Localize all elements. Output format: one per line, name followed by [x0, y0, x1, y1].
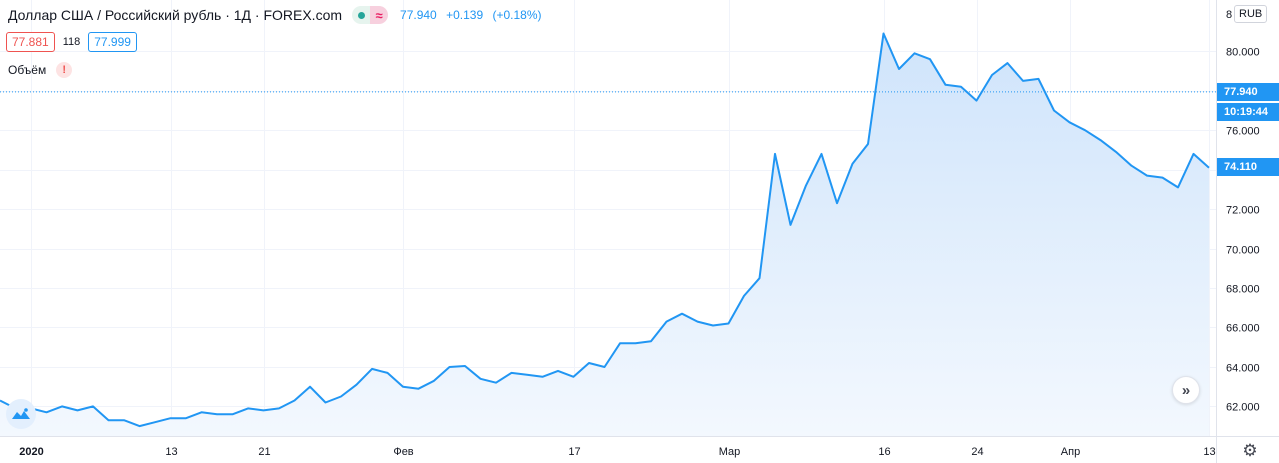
time-axis: 2020 13 21 Фев 17 Мар 16 24 Апр 13: [19, 446, 1215, 458]
symbol-title[interactable]: Доллар США / Российский рубль · 1Д · FOR…: [8, 7, 343, 23]
sell-button[interactable]: 77.881: [6, 32, 55, 52]
alert-icon[interactable]: !: [56, 62, 73, 78]
x-tick-label: 24: [971, 446, 983, 458]
countdown-tag: 10:19:44: [1217, 102, 1279, 121]
y-tick-label: 66.000: [1226, 323, 1260, 335]
y-tick-label: 76.000: [1226, 126, 1260, 138]
y-tick-label: 70.000: [1226, 245, 1260, 257]
price-line: [0, 32, 1210, 428]
legend-header: Доллар США / Российский рубль · 1Д · FOR…: [8, 6, 548, 24]
market-open-dot-icon: [352, 6, 371, 24]
y-tick-label: 80.000: [1226, 47, 1260, 59]
last-price-value: 77.940: [400, 8, 437, 22]
scroll-to-realtime-button[interactable]: »: [1172, 376, 1200, 404]
x-tick-label: 16: [878, 446, 890, 458]
x-tick-label: 13: [165, 446, 177, 458]
x-tick-label: 17: [568, 446, 580, 458]
x-tick-label: 2020: [19, 446, 43, 458]
bid-ask-row: 77.881 118 77.999: [6, 32, 137, 52]
x-tick-label: Фев: [393, 446, 413, 458]
spread-value: 118: [62, 36, 81, 48]
price-axis: 62.00064.00066.00068.00070.00072.00074.0…: [1226, 9, 1260, 414]
approx-wave-icon: ≈: [370, 6, 389, 24]
quote-values: 77.940 +0.139 (+0.18%): [400, 8, 547, 22]
x-tick-label: Апр: [1061, 446, 1080, 458]
volume-row: Объём !: [8, 62, 73, 78]
x-tick-label: Мар: [719, 446, 741, 458]
y-tick-label-partial: 8: [1226, 9, 1232, 21]
currency-button[interactable]: RUB: [1234, 5, 1268, 23]
mountain-logo-icon: [12, 408, 30, 419]
x-tick-label: 21: [258, 446, 270, 458]
price-area-fill: [0, 33, 1209, 436]
market-status[interactable]: ≈: [352, 6, 389, 24]
y-tick-label: 64.000: [1226, 363, 1260, 375]
crosshair-price-tag: 74.110: [1217, 158, 1279, 177]
y-tick-label: 68.000: [1226, 284, 1260, 296]
chart-logo-icon[interactable]: [6, 399, 36, 429]
x-tick-label: 13: [1203, 446, 1215, 458]
change-value: +0.139: [446, 8, 484, 22]
buy-button[interactable]: 77.999: [88, 32, 137, 52]
y-tick-label: 72.000: [1226, 205, 1260, 217]
settings-gear-icon[interactable]: ⚙: [1242, 441, 1258, 460]
last-price-tag: 77.940: [1217, 82, 1279, 101]
y-tick-label: 62.000: [1226, 402, 1260, 414]
volume-label[interactable]: Объём: [8, 63, 47, 77]
change-percent-value: (+0.18%): [492, 8, 542, 22]
